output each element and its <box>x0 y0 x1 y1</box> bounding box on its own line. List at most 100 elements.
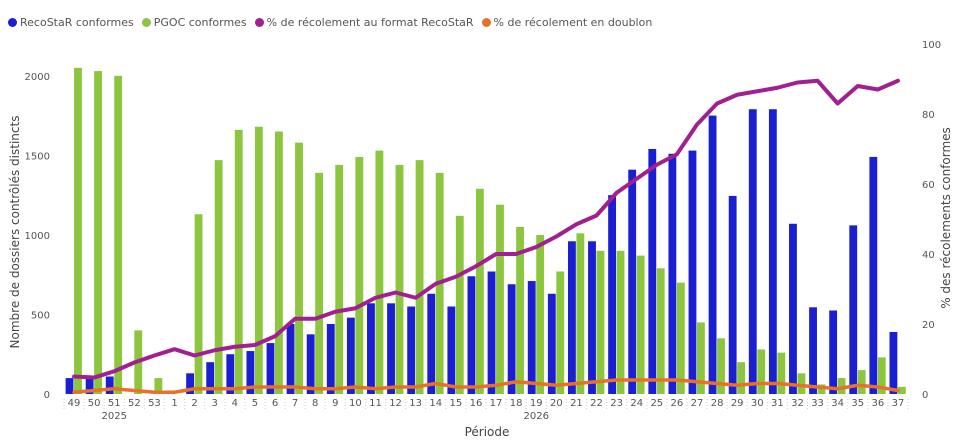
bar-recostar <box>547 293 556 394</box>
bar-layer <box>65 67 906 395</box>
y-tick-left: 500 <box>31 310 50 321</box>
bar-recostar <box>306 334 315 394</box>
bar-pgoc <box>556 271 565 394</box>
x-tick: 30 <box>751 398 764 409</box>
x-tick: 16 <box>470 398 483 409</box>
legend-item[interactable]: RecoStaR conformes <box>8 16 134 29</box>
bar-pgoc <box>275 131 283 394</box>
y-tick-left: 0 <box>44 390 50 401</box>
bar-recostar <box>186 373 195 394</box>
bar-pgoc <box>355 156 364 394</box>
y-axis-left: 0 500 1000 1500 2000 <box>25 72 50 401</box>
bar-recostar <box>85 378 94 394</box>
bar-recostar <box>829 310 838 394</box>
bar-pgoc <box>576 233 585 394</box>
x-tick: 4 <box>232 398 238 409</box>
x-tick: 12 <box>389 398 402 409</box>
x-tick: 20 <box>550 398 563 409</box>
x-tick: 6 <box>272 398 278 409</box>
bar-pgoc <box>877 357 886 394</box>
y-tick-right: 40 <box>922 250 935 261</box>
x-tick: 31 <box>771 398 784 409</box>
bar-recostar <box>527 281 536 394</box>
x-tick: 36 <box>871 398 884 409</box>
x-tick: 1 <box>171 398 177 409</box>
legend-marker <box>254 17 264 27</box>
bar-pgoc <box>777 352 786 394</box>
bar-recostar <box>286 324 295 394</box>
x-tick: 33 <box>811 398 824 409</box>
x-tick: 28 <box>711 398 724 409</box>
line-recostar-percent <box>72 78 900 380</box>
bar-recostar <box>65 378 74 394</box>
bar-pgoc <box>214 160 223 394</box>
x-tick: 23 <box>610 398 623 409</box>
bar-pgoc <box>335 164 344 394</box>
bar-recostar <box>789 223 797 394</box>
y-tick-right: 0 <box>922 390 928 401</box>
x-tick: 53 <box>148 398 161 409</box>
bar-pgoc <box>194 214 203 394</box>
bar-pgoc <box>817 384 826 394</box>
bar-recostar <box>346 317 355 394</box>
bar-recostar <box>688 150 697 394</box>
y-tick-right: 60 <box>922 180 935 191</box>
legend-marker <box>8 17 17 27</box>
bar-recostar <box>246 351 255 394</box>
y-tick-right: 20 <box>922 320 935 331</box>
x-tick: 51 <box>108 398 121 409</box>
bar-recostar <box>588 241 596 394</box>
y-axis-right-title: % des récolements conformes <box>939 127 953 309</box>
x-tick: 2 <box>191 398 197 409</box>
x-tick: 8 <box>312 398 318 409</box>
bar-pgoc <box>254 126 263 394</box>
x-tick: 5 <box>252 398 258 409</box>
bar-pgoc <box>295 142 303 394</box>
y-tick-left: 1000 <box>25 231 50 242</box>
bar-recostar <box>226 354 235 394</box>
bar-recostar <box>728 195 737 394</box>
x-tick: 7 <box>292 398 298 409</box>
x-tick: 21 <box>570 398 583 409</box>
bar-pgoc <box>737 362 746 394</box>
bar-recostar <box>608 195 617 394</box>
x-tick: 14 <box>429 398 442 409</box>
bar-pgoc <box>676 282 685 394</box>
chart-legend: RecoStaR conformes PGOC conformes % de réc… <box>8 12 660 32</box>
legend-label: % de récolement en doublon <box>493 15 653 29</box>
x-tick: 32 <box>791 398 804 409</box>
legend-item[interactable]: PGOC conformes <box>141 15 247 29</box>
legend-label: RecoStaR conformes <box>20 15 134 29</box>
x-tick: 10 <box>349 398 362 409</box>
x-year-label: 2026 <box>524 411 549 422</box>
x-tick: 3 <box>212 398 218 409</box>
x-tick: 37 <box>892 398 905 409</box>
y-tick-left: 2000 <box>25 72 50 83</box>
bar-recostar <box>326 324 335 394</box>
x-tick: 13 <box>409 398 422 409</box>
bar-pgoc <box>697 322 705 394</box>
bar-recostar <box>889 331 898 394</box>
bar-recostar <box>648 149 657 394</box>
bar-pgoc <box>455 215 464 394</box>
x-tick: 29 <box>731 398 744 409</box>
bar-pgoc <box>234 129 243 394</box>
bar-recostar <box>628 169 637 394</box>
bar-pgoc <box>797 373 806 394</box>
legend-item[interactable]: % de récolement au format RecoStaR <box>254 16 474 29</box>
x-axis-title: Période <box>465 425 510 439</box>
bar-pgoc <box>717 338 725 394</box>
x-year-label: 2025 <box>102 411 127 422</box>
bar-pgoc <box>94 71 102 395</box>
bar-pgoc <box>496 204 504 394</box>
legend-item[interactable]: % de récolement en doublon <box>481 15 653 29</box>
legend-label: PGOC conformes <box>153 15 247 29</box>
bar-pgoc <box>415 160 424 394</box>
bar-pgoc <box>857 370 866 394</box>
bar-recostar <box>447 306 456 394</box>
bar-recostar <box>668 153 677 394</box>
legend-marker <box>141 17 151 27</box>
y-tick-right: 80 <box>922 110 935 121</box>
bar-pgoc <box>897 386 906 394</box>
